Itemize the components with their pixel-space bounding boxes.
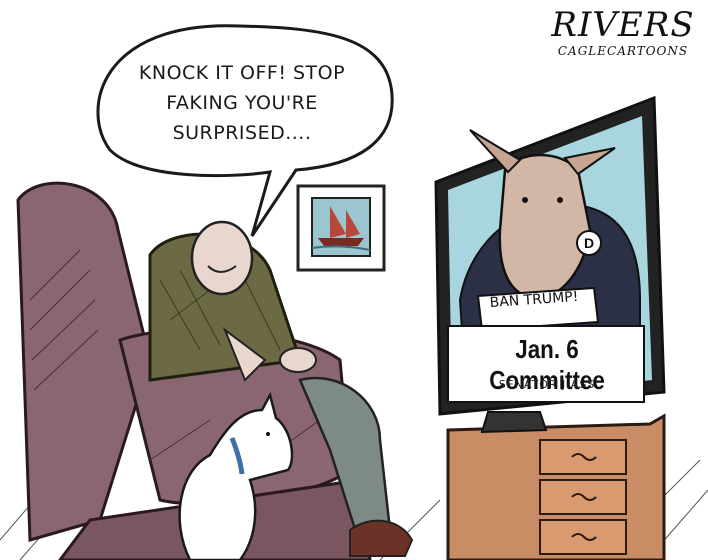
tv-stand [480, 411, 548, 434]
party-badge: D [576, 230, 602, 256]
chyron-title: Jan. 6 Committee [489, 334, 605, 395]
television [434, 95, 666, 416]
ban-sign [476, 286, 600, 332]
drawer-handle [571, 493, 597, 501]
speech-line-1: KNOCK IT OFF! STOP [138, 62, 346, 84]
speech-bubble-text: KNOCK IT OFF! STOP FAKING YOU'RE SURPRIS… [112, 58, 372, 148]
seated-man [148, 220, 414, 557]
speech-line-3: SURPRISED.... [172, 122, 312, 144]
dog-collar [229, 437, 245, 475]
man-head [190, 220, 254, 296]
speech-bubble [96, 24, 394, 237]
artist-name: RIVERS [551, 5, 695, 45]
artist-credit: CAGLECARTOONS [557, 44, 689, 58]
tv-cabinet [446, 411, 666, 560]
drawer-handle [571, 533, 597, 541]
drawer-handle [571, 453, 597, 461]
artist-signature: RIVERS CAGLECARTOONS [548, 6, 698, 58]
chyron-subtitle: SENATOR J.ASS [498, 378, 596, 391]
man-hand [279, 347, 317, 373]
framed-ship-picture [296, 184, 386, 272]
white-dog [178, 391, 294, 560]
speech-line-2: FAKING YOU'RE [166, 92, 318, 114]
man-shoe [349, 519, 414, 557]
donkey-head [498, 153, 592, 300]
chyron-box [447, 325, 645, 403]
